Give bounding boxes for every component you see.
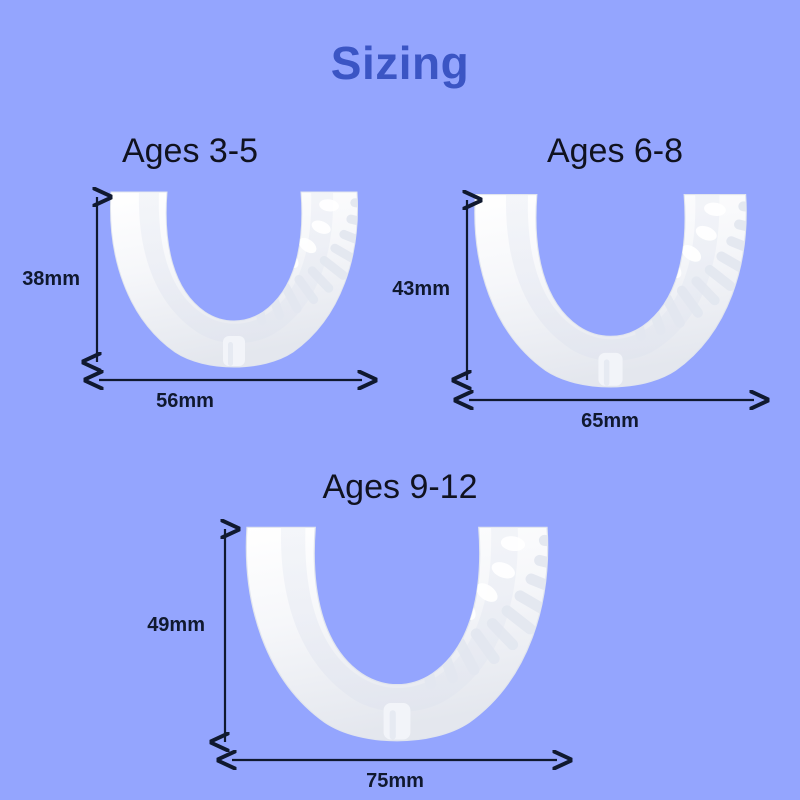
height-arrow-ages-3-5: [85, 190, 109, 370]
product-image-ages-9-12: [232, 520, 562, 742]
width-value-ages-3-5: 56mm: [156, 390, 214, 412]
width-arrow-ages-6-8: [462, 388, 762, 412]
size-label-ages-6-8: Ages 6-8: [546, 132, 684, 170]
size-group-ages-3-5: Ages 3-5: [0, 0, 400, 430]
height-value-ages-3-5: 38mm: [22, 268, 80, 290]
size-group-ages-9-12: Ages 9-12: [0, 450, 800, 800]
height-arrow-ages-9-12: [213, 522, 237, 750]
height-value-ages-6-8: 43mm: [392, 278, 450, 300]
u-shaped-toothbrush-head-icon: [110, 191, 358, 368]
height-arrow-ages-6-8: [455, 193, 479, 388]
width-value-ages-9-12: 75mm: [366, 770, 424, 792]
page-title: Sizing: [330, 37, 470, 89]
product-image-ages-6-8: [462, 188, 759, 388]
height-value-ages-9-12: 49mm: [147, 614, 205, 636]
size-label-ages-3-5: Ages 3-5: [121, 132, 259, 170]
width-value-ages-6-8: 65mm: [581, 410, 639, 432]
u-shaped-toothbrush-head-icon: [474, 194, 747, 388]
width-arrow-ages-3-5: [92, 368, 370, 392]
width-arrow-ages-9-12: [225, 748, 565, 772]
product-image-ages-3-5: [105, 186, 363, 368]
size-label-ages-9-12: Ages 9-12: [322, 468, 478, 506]
u-shaped-toothbrush-head-icon: [245, 526, 549, 742]
size-group-ages-6-8: Ages 6-8: [392, 0, 800, 450]
